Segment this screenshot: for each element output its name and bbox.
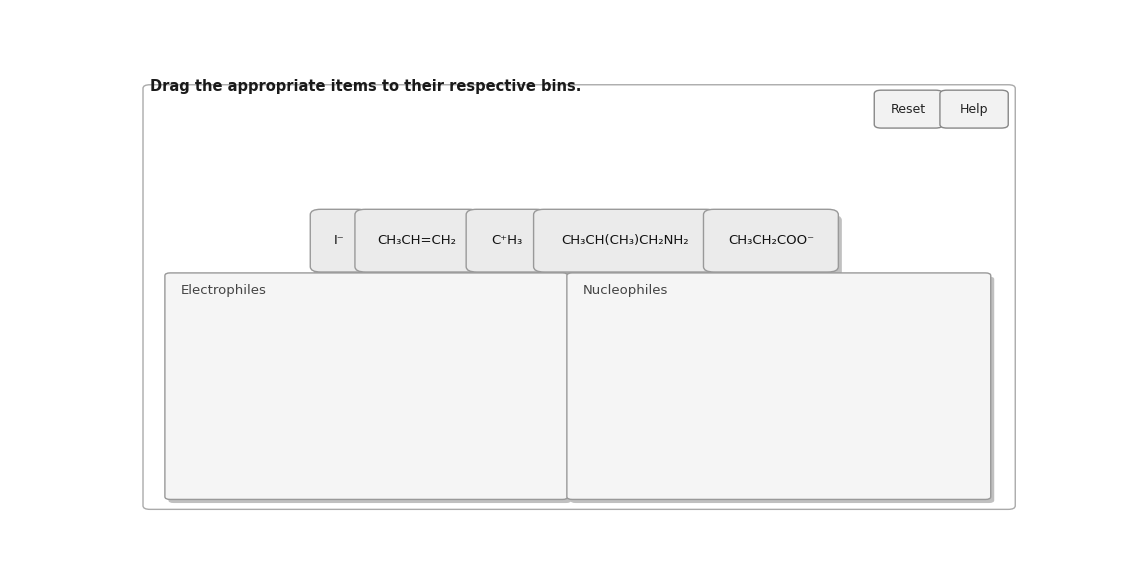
FancyBboxPatch shape [940,90,1008,128]
FancyBboxPatch shape [875,90,942,128]
FancyBboxPatch shape [567,273,991,499]
FancyBboxPatch shape [704,209,838,272]
Text: Drag the appropriate items to their respective bins.: Drag the appropriate items to their resp… [150,79,581,94]
Text: Nucleophiles: Nucleophiles [583,284,668,297]
Text: Help: Help [959,103,989,115]
FancyBboxPatch shape [314,214,372,277]
FancyBboxPatch shape [165,273,567,499]
FancyBboxPatch shape [707,214,842,277]
FancyBboxPatch shape [355,209,479,272]
FancyBboxPatch shape [533,209,716,272]
FancyBboxPatch shape [168,277,572,503]
FancyBboxPatch shape [311,209,368,272]
Text: C⁺H₃: C⁺H₃ [490,234,522,247]
Text: CH₃CH₂COO⁻: CH₃CH₂COO⁻ [728,234,814,247]
Text: Electrophiles: Electrophiles [181,284,267,297]
FancyBboxPatch shape [537,214,720,277]
FancyBboxPatch shape [470,214,550,277]
Text: CH₃CH(CH₃)CH₂NH₂: CH₃CH(CH₃)CH₂NH₂ [562,234,689,247]
Text: CH₃CH=CH₂: CH₃CH=CH₂ [377,234,457,247]
Text: Reset: Reset [890,103,925,115]
FancyBboxPatch shape [358,214,483,277]
FancyBboxPatch shape [467,209,547,272]
FancyBboxPatch shape [571,277,994,503]
FancyBboxPatch shape [144,85,1015,509]
Text: I⁻: I⁻ [333,234,345,247]
